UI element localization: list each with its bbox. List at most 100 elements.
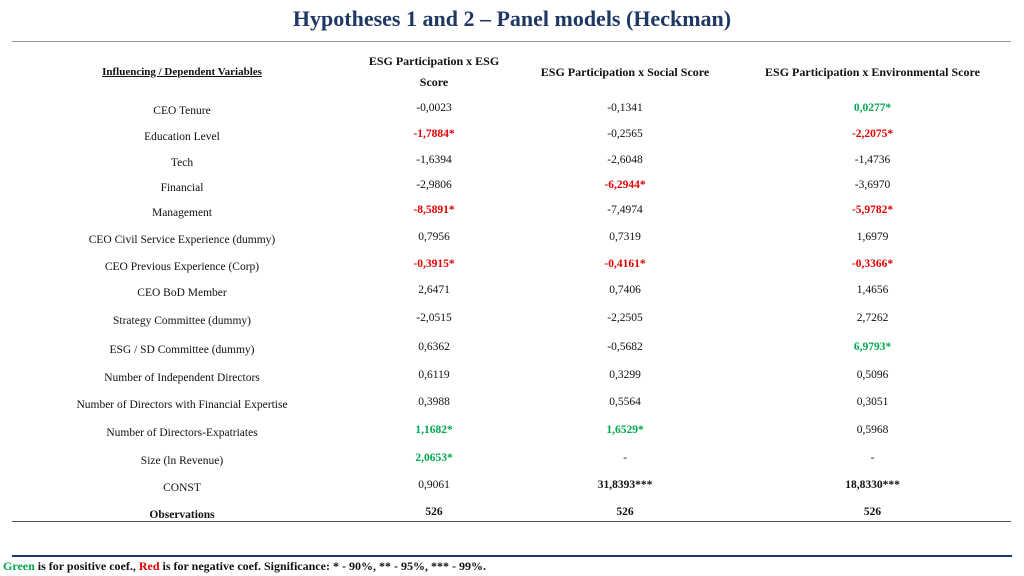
table-row: CONST 0,9061 31,8393*** 18,8330***: [12, 474, 1011, 501]
coefficient-value: 1,4656: [856, 284, 889, 296]
row-label: ESG / SD Committee (dummy): [109, 343, 255, 356]
coefficient-value: -1,7884*: [413, 128, 455, 140]
coefficient-value: -2,6048: [607, 154, 643, 166]
footnote-text-2: is for negative coef. Significance: * - …: [159, 559, 486, 573]
coefficient-cell: 31,8393***: [516, 474, 734, 501]
coefficient-value: 0,6119: [418, 368, 450, 381]
header-row: Influencing / Dependent Variables ESG Pa…: [12, 46, 1011, 98]
coefficient-value: -0,4161*: [604, 257, 646, 270]
coefficient-value: -3,6970: [854, 179, 891, 191]
coefficient-value: 6,9793*: [853, 340, 892, 353]
page-title: Hypotheses 1 and 2 – Panel models (Heckm…: [292, 6, 732, 31]
coefficient-cell: 0,0277*: [734, 98, 1011, 124]
coefficient-value: 0,3051: [856, 396, 889, 408]
top-divider: [12, 41, 1011, 42]
coefficient-value: 0,0277*: [853, 102, 892, 114]
coefficient-cell: -0,1341: [516, 98, 734, 124]
coefficient-value: -2,9806: [416, 179, 452, 191]
coefficient-value: -0,3366*: [851, 257, 894, 270]
row-label: CEO BoD Member: [137, 287, 227, 299]
table-body: CEO Tenure -0,0023 -0,1341 0,0277* Education…: [12, 98, 1011, 528]
coefficient-value: 1,6529*: [606, 424, 644, 436]
coefficient-cell: 2,0653*: [352, 447, 516, 474]
coefficient-cell: 526: [352, 501, 516, 528]
row-label: Education Level: [144, 131, 220, 143]
footnote-text-1: is for positive coef.,: [34, 559, 139, 573]
coefficient-value: 0,7319: [609, 230, 641, 243]
coefficient-value: -1,6394: [416, 154, 452, 166]
row-label: CEO Tenure: [153, 105, 211, 117]
coefficient-cell: -0,0023: [352, 98, 516, 124]
coefficient-value: -6,2944*: [604, 179, 646, 191]
coefficient-value: 18,8330***: [845, 478, 900, 491]
coefficient-value: -0,5682: [607, 340, 643, 353]
footnote-red-word: Red: [138, 559, 160, 573]
coefficient-cell: 0,7319: [516, 226, 734, 253]
table-row: CEO Civil Service Experience (dummy) 0,79…: [12, 226, 1011, 253]
coefficient-value: -0,3915*: [413, 257, 455, 270]
coefficient-value: 0,5564: [609, 396, 641, 408]
coefficient-cell: -0,3915*: [352, 253, 516, 280]
row-label: Number of Directors with Financial Exper…: [76, 399, 288, 411]
coefficient-value: -: [870, 451, 875, 464]
coefficient-value: -7,4974: [607, 204, 643, 216]
coefficient-value: -0,1341: [607, 102, 643, 114]
coefficient-cell: 1,6979: [734, 226, 1011, 253]
coefficient-value: 31,8393***: [597, 478, 653, 491]
row-label: Tech: [170, 157, 194, 169]
coefficient-value: 526: [425, 505, 443, 518]
row-label: Observations: [149, 508, 215, 521]
header-esg-score: ESG Participation x ESG Score: [368, 54, 500, 89]
coefficient-cell: -0,3366*: [734, 253, 1011, 280]
coefficient-cell: 0,7406: [516, 280, 734, 306]
coefficient-value: -2,2505: [607, 311, 643, 324]
header-variables: Influencing / Dependent Variables: [102, 65, 262, 78]
coefficient-value: 0,9061: [418, 478, 450, 491]
coefficient-value: 0,7956: [418, 230, 450, 243]
row-label: Strategy Committee (dummy): [113, 314, 251, 327]
coefficient-cell: 0,5564: [516, 391, 734, 419]
table-row: Management -8,5891* -7,4974 -5,9782*: [12, 200, 1011, 226]
coefficient-cell: 2,6471: [352, 280, 516, 306]
coefficient-cell: -1,4736: [734, 150, 1011, 176]
coefficient-value: 0,3988: [418, 396, 450, 408]
coefficient-cell: -2,2505: [516, 306, 734, 335]
coefficient-cell: 2,7262: [734, 306, 1011, 335]
coefficient-cell: -0,4161*: [516, 253, 734, 280]
coefficient-cell: -6,2944*: [516, 176, 734, 200]
coefficient-cell: -0,5682: [516, 335, 734, 364]
coefficient-value: 2,6471: [418, 284, 450, 296]
table-row: Number of Independent Directors 0,6119 0,3…: [12, 364, 1011, 391]
coefficient-cell: 0,7956: [352, 226, 516, 253]
row-label: CEO Previous Experience (Corp): [104, 260, 260, 273]
coefficient-cell: -1,7884*: [352, 124, 516, 150]
coefficient-cell: 0,3051: [734, 391, 1011, 419]
coefficient-cell: 0,3299: [516, 364, 734, 391]
coefficient-cell: -0,2565: [516, 124, 734, 150]
coefficient-cell: -7,4974: [516, 200, 734, 226]
coefficient-cell: -: [734, 447, 1011, 474]
coefficient-value: -5,9782*: [851, 204, 894, 216]
coefficient-cell: 6,9793*: [734, 335, 1011, 364]
footnote-green-word: Green: [3, 559, 35, 573]
coefficient-value: 2,7262: [856, 311, 889, 324]
coefficient-value: -0,2565: [607, 128, 643, 140]
results-table: Influencing / Dependent Variables ESG Pa…: [12, 46, 1011, 528]
coefficient-cell: -3,6970: [734, 176, 1011, 200]
coefficient-value: 0,5968: [856, 424, 889, 436]
coefficient-cell: -1,6394: [352, 150, 516, 176]
coefficient-cell: 0,5096: [734, 364, 1011, 391]
coefficient-value: 526: [616, 505, 634, 518]
coefficient-cell: 1,4656: [734, 280, 1011, 306]
coefficient-value: 0,3299: [609, 368, 641, 381]
coefficient-value: 1,6979: [856, 230, 889, 243]
coefficient-cell: 0,6119: [352, 364, 516, 391]
footnote-divider: [12, 555, 1012, 557]
coefficient-cell: 526: [516, 501, 734, 528]
coefficient-cell: 0,3988: [352, 391, 516, 419]
table-row: Education Level -1,7884* -0,2565 -2,2075*: [12, 124, 1011, 150]
row-label: Management: [151, 207, 213, 219]
coefficient-cell: 1,6529*: [516, 419, 734, 447]
coefficient-value: -1,4736: [854, 154, 891, 166]
coefficient-cell: -5,9782*: [734, 200, 1011, 226]
